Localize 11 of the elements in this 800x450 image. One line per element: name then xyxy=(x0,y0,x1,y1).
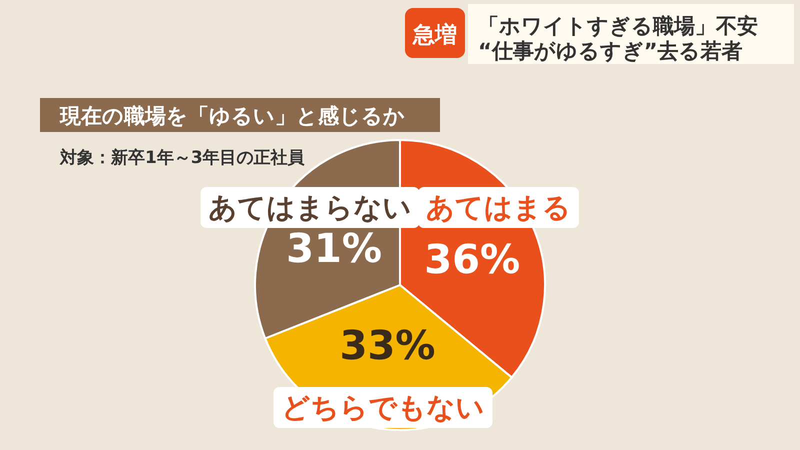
data-label: 31% xyxy=(286,226,382,272)
text: 対象：新卒1年～3年目の正社員 xyxy=(59,148,306,168)
chart-title: 現在の職場を「ゆるい」と感じるか xyxy=(59,104,405,128)
slice-label: どちらでもない xyxy=(281,391,484,424)
text: “仕事がゆるすぎ”去る若者 xyxy=(478,39,743,63)
slice-label: あてはまらない xyxy=(208,191,412,224)
text: 「ホワイトすぎる職場」不安 xyxy=(478,14,758,38)
data-label: 33% xyxy=(340,322,436,369)
data-label: 36% xyxy=(424,237,520,284)
slice-label: あてはまる xyxy=(426,191,571,224)
text: 急増 xyxy=(412,22,457,48)
